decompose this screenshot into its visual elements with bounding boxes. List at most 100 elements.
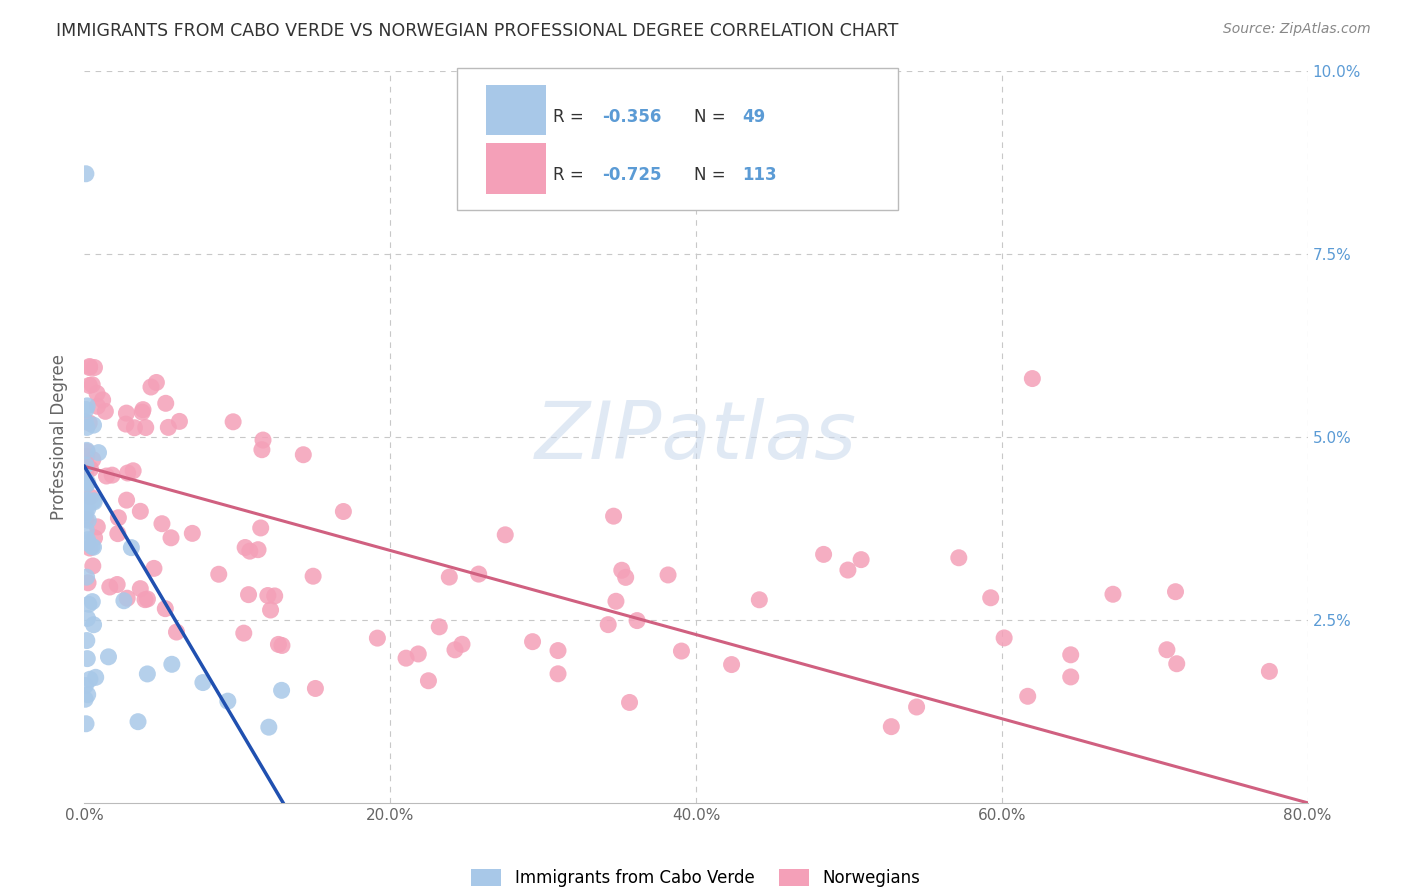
Point <box>366 631 388 645</box>
Point <box>75 402 97 417</box>
Point <box>76 493 98 508</box>
Point <box>112 593 135 607</box>
Point <box>73 508 96 523</box>
Point <box>169 414 191 428</box>
Point <box>77 597 100 611</box>
Point <box>406 647 429 661</box>
Point <box>101 468 124 483</box>
Point <box>75 167 97 181</box>
Point <box>467 567 489 582</box>
Point <box>602 509 624 524</box>
FancyBboxPatch shape <box>457 68 898 211</box>
Point <box>115 591 138 606</box>
Point <box>77 416 100 430</box>
Point <box>292 448 315 462</box>
Point <box>451 637 474 651</box>
Point <box>96 469 118 483</box>
Text: R =: R = <box>553 108 589 126</box>
Point <box>76 450 98 464</box>
Point <box>131 405 153 419</box>
Point <box>115 406 138 420</box>
Point <box>252 433 274 447</box>
Point <box>75 478 97 492</box>
Point <box>880 720 903 734</box>
Point <box>120 541 142 555</box>
Point <box>115 493 138 508</box>
Text: -0.725: -0.725 <box>602 166 661 185</box>
Point <box>522 634 544 648</box>
Point <box>76 443 98 458</box>
Point <box>83 495 105 509</box>
Point <box>1166 657 1188 671</box>
Point <box>150 516 173 531</box>
Point <box>107 510 129 524</box>
Point <box>905 700 928 714</box>
Point <box>614 570 637 584</box>
Point <box>247 542 270 557</box>
Point <box>79 378 101 392</box>
Point <box>107 526 129 541</box>
Point <box>86 386 108 401</box>
Point <box>157 420 180 434</box>
Point <box>77 575 100 590</box>
Text: Source: ZipAtlas.com: Source: ZipAtlas.com <box>1223 22 1371 37</box>
Point <box>76 611 98 625</box>
Point <box>1258 665 1281 679</box>
Point <box>76 570 98 584</box>
Point <box>86 520 108 534</box>
Point <box>105 577 128 591</box>
Point <box>267 637 290 651</box>
Point <box>127 714 149 729</box>
Point <box>250 442 273 457</box>
Point <box>263 589 285 603</box>
Point <box>79 462 101 476</box>
Point <box>270 683 292 698</box>
Text: ZIPatlas: ZIPatlas <box>534 398 858 476</box>
Point <box>135 420 157 434</box>
Point <box>129 504 152 518</box>
Point <box>132 402 155 417</box>
Point <box>249 521 271 535</box>
Point <box>238 588 260 602</box>
Point <box>79 490 101 504</box>
Point <box>76 651 98 665</box>
Point <box>837 563 859 577</box>
Point <box>980 591 1002 605</box>
Point <box>82 452 104 467</box>
Point <box>439 570 461 584</box>
Legend: Immigrants from Cabo Verde, Norwegians: Immigrants from Cabo Verde, Norwegians <box>464 863 928 892</box>
FancyBboxPatch shape <box>485 85 546 135</box>
Point <box>160 657 183 672</box>
Point <box>94 404 117 418</box>
Point <box>87 445 110 459</box>
Point <box>83 418 105 433</box>
Point <box>75 415 97 429</box>
Point <box>80 540 103 554</box>
Point <box>84 670 107 684</box>
Point <box>136 592 159 607</box>
Text: N =: N = <box>693 108 730 126</box>
Point <box>418 673 440 688</box>
Text: IMMIGRANTS FROM CABO VERDE VS NORWEGIAN PROFESSIONAL DEGREE CORRELATION CHART: IMMIGRANTS FROM CABO VERDE VS NORWEGIAN … <box>56 22 898 40</box>
Point <box>139 380 162 394</box>
Point <box>75 494 97 508</box>
Point <box>79 673 101 687</box>
Point <box>332 504 354 518</box>
Point <box>83 540 105 554</box>
Point <box>75 458 97 472</box>
Point <box>813 548 835 562</box>
Point <box>619 696 641 710</box>
Point <box>671 644 693 658</box>
Point <box>82 594 104 608</box>
Point <box>427 620 450 634</box>
Point <box>444 643 467 657</box>
Text: 49: 49 <box>742 108 766 126</box>
Point <box>304 681 326 696</box>
Point <box>142 561 165 575</box>
Point <box>76 688 98 702</box>
Point <box>136 667 159 681</box>
Point <box>115 417 138 431</box>
Point <box>720 657 742 672</box>
Text: N =: N = <box>693 166 730 185</box>
Point <box>155 601 177 615</box>
